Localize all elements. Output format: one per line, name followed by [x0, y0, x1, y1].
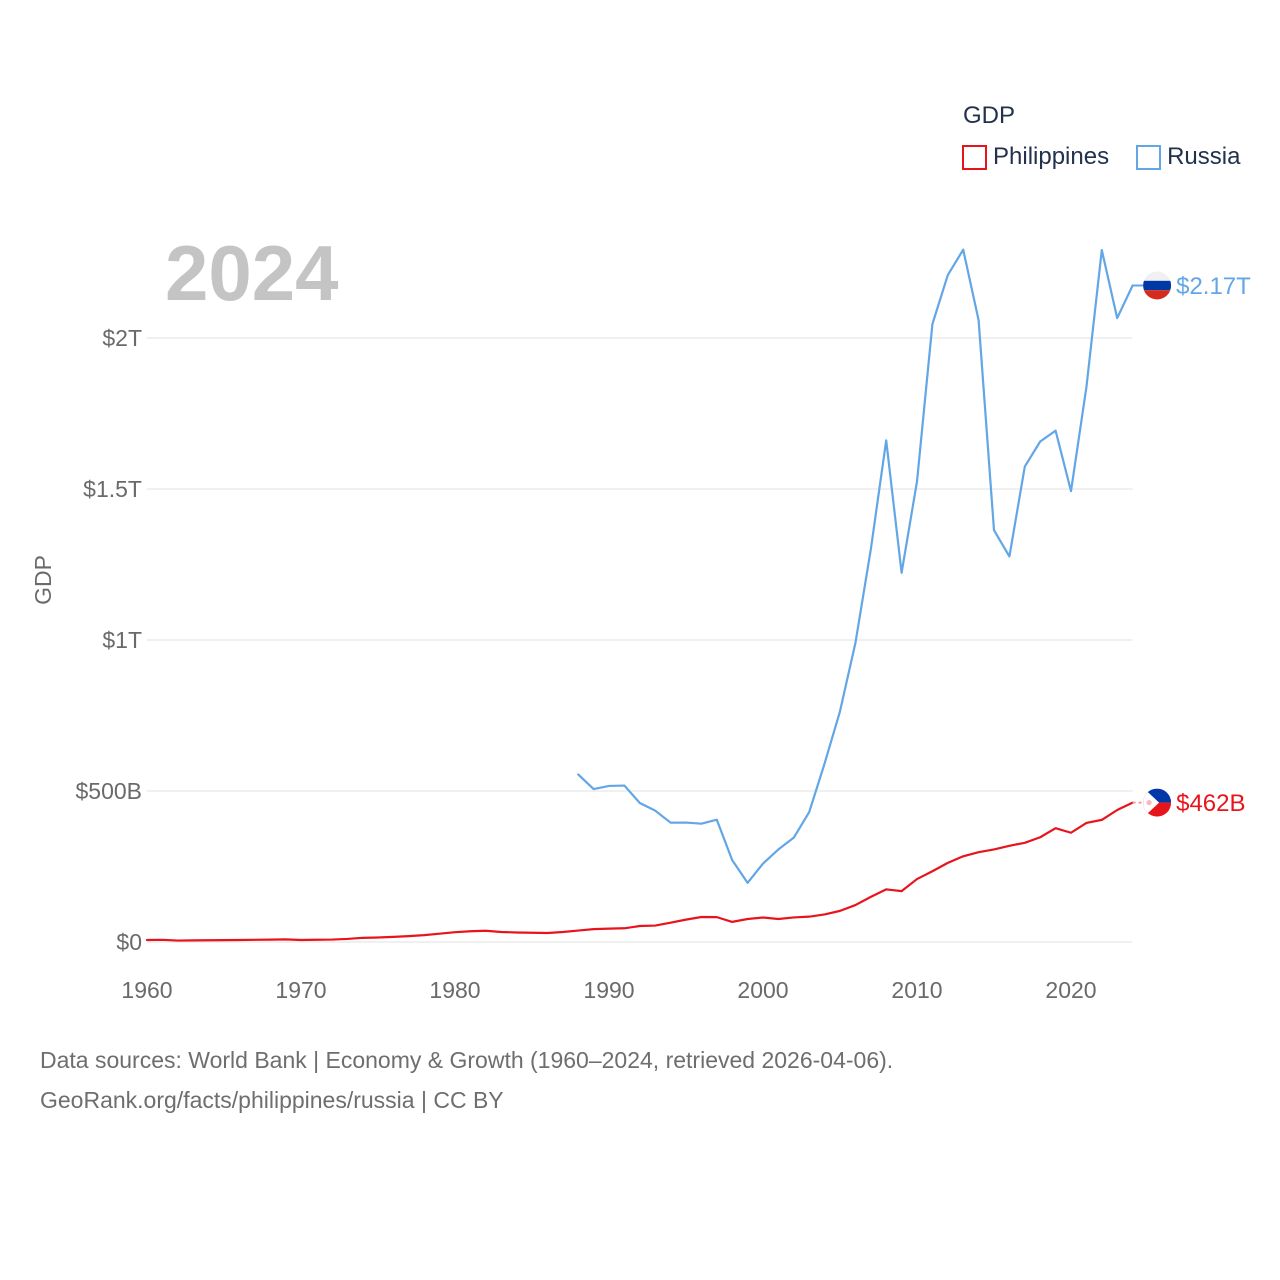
y-axis-title: GDP — [30, 555, 56, 605]
y-tick-label: $0 — [116, 929, 142, 955]
data-sources-text: Data sources: World Bank | Economy & Gro… — [40, 1047, 894, 1073]
gridlines — [147, 337, 1133, 943]
y-tick-label: $1.5T — [83, 476, 142, 502]
philippines-data-points — [145, 801, 1135, 943]
russia-flag-icon — [1143, 271, 1172, 300]
russia-end-marker: $2.17T — [1132, 271, 1251, 300]
russia-swatch — [1136, 144, 1162, 170]
legend: GDP Philippines Russia — [962, 100, 1240, 172]
x-tick-label: 1980 — [429, 977, 480, 1003]
y-tick-label: $1T — [102, 627, 142, 653]
series-lines — [145, 248, 1135, 943]
legend-label-russia: Russia — [1167, 143, 1241, 170]
y-tick-label: $500B — [75, 778, 142, 804]
legend-title: GDP — [963, 102, 1016, 129]
attribution-text: GeoRank.org/facts/philippines/russia | C… — [40, 1087, 504, 1113]
flag-stripe — [1143, 280, 1172, 291]
x-tick-label: 1990 — [583, 977, 634, 1003]
x-tick-label: 1970 — [275, 977, 326, 1003]
y-tick-label: $2T — [102, 325, 142, 351]
x-tick-label: 1960 — [121, 977, 172, 1003]
philippines-end-marker: $462B — [1132, 788, 1246, 817]
flag-sun — [1146, 799, 1152, 806]
legend-items: Philippines Russia — [962, 142, 1240, 172]
philippines-swatch — [962, 144, 987, 170]
year-label: 2024 — [165, 229, 339, 317]
russia-series-line — [577, 248, 1134, 884]
flag-stripe — [1143, 271, 1172, 281]
x-tick-label: 2010 — [891, 977, 942, 1003]
philippines-flag-icon — [1143, 788, 1172, 817]
x-tick-label: 2000 — [737, 977, 788, 1003]
x-tick-label: 2020 — [1045, 977, 1096, 1003]
legend-item-russia[interactable]: Russia — [1136, 142, 1240, 172]
russia-end-label: $2.17T — [1176, 273, 1251, 300]
footer: Data sources: World Bank | Economy & Gro… — [40, 1040, 893, 1120]
flag-stripe — [1143, 290, 1172, 300]
legend-item-philippines[interactable]: Philippines — [962, 142, 1109, 172]
x-axis-ticks: 1960 1970 1980 1990 2000 2010 2020 — [121, 977, 1096, 1003]
y-axis-ticks: $0 $500B $1T $1.5T $2T — [75, 325, 142, 955]
philippines-series-line — [145, 801, 1134, 942]
philippines-end-label: $462B — [1176, 790, 1245, 817]
russia-data-points — [576, 248, 1134, 885]
legend-label-philippines: Philippines — [993, 143, 1110, 170]
